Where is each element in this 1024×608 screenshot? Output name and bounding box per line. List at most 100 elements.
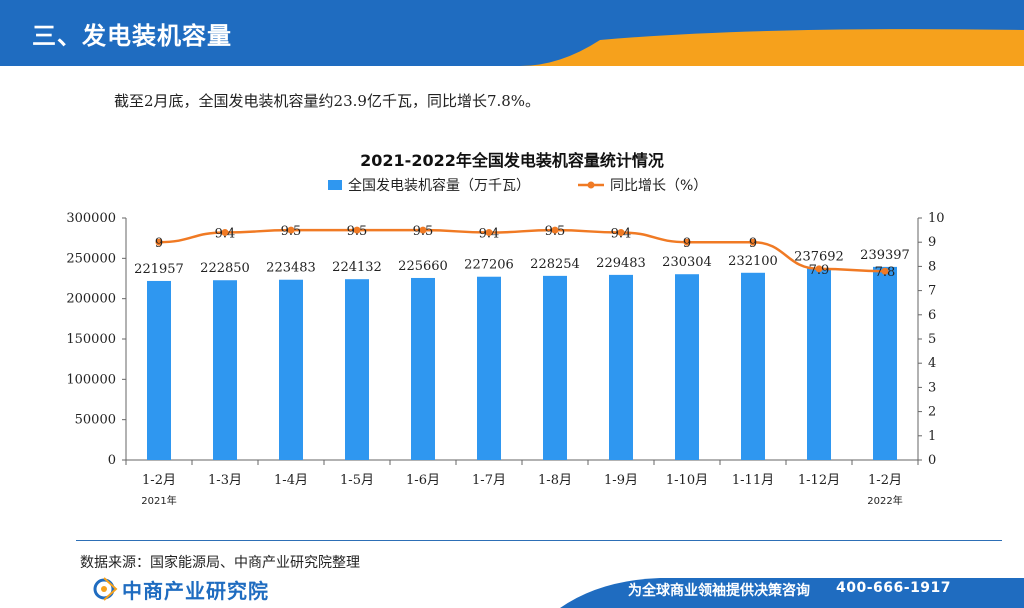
bar — [675, 274, 699, 460]
footer-banner — [0, 574, 1024, 608]
line-point — [881, 267, 889, 275]
x-axis-tick-label: 1-4月 — [274, 473, 308, 488]
bar — [543, 275, 567, 460]
right-axis-tick-label: 10 — [928, 211, 945, 226]
legend-label: 全国发电装机容量（万千瓦） — [348, 177, 530, 194]
line-point — [155, 238, 163, 246]
bar-value-label: 230304 — [662, 255, 712, 270]
right-axis-tick-label: 4 — [928, 356, 936, 371]
line-value-label: 9.5 — [545, 224, 566, 239]
footer-slogan: 为全球商业领袖提供决策咨询 — [628, 583, 810, 599]
right-axis-tick-label: 8 — [928, 259, 936, 274]
line-value-label: 7.9 — [809, 263, 830, 278]
line-point — [485, 229, 493, 237]
chart-title: 2021-2022年全国发电装机容量统计情况 — [360, 151, 664, 170]
bar-value-label: 237692 — [794, 249, 844, 264]
bar-value-label: 228254 — [530, 257, 580, 272]
line-point — [353, 226, 361, 234]
right-axis-tick-label: 5 — [928, 332, 936, 347]
capacity-chart: 2021-2022年全国发电装机容量统计情况 全国发电装机容量（万千瓦） 同比增长… — [66, 151, 944, 507]
right-axis-tick-label: 6 — [928, 308, 936, 323]
right-axis-tick-label: 2 — [928, 405, 936, 420]
bar-value-label: 229483 — [596, 256, 646, 271]
line-value-label: 9 — [155, 236, 163, 251]
line-value-label: 9.5 — [347, 224, 368, 239]
right-axis-tick-label: 3 — [928, 380, 936, 395]
line-point — [683, 238, 691, 246]
left-axis-tick-label: 200000 — [66, 292, 116, 307]
x-axis-tick-label: 1-10月 — [666, 473, 708, 488]
line-point — [551, 226, 559, 234]
line-value-label: 9.4 — [611, 227, 632, 242]
bar — [345, 279, 369, 460]
left-axis-tick-label: 300000 — [66, 211, 116, 226]
left-axis-tick-label: 100000 — [66, 372, 116, 387]
year-label: 2021年 — [141, 494, 176, 507]
line-series: 9 9.4 9.5 9.5 9.5 9.4 9.5 9.4 9 9 7.9 7.8 — [155, 224, 895, 280]
line-value-label: 9.5 — [281, 224, 302, 239]
growth-line — [158, 228, 886, 273]
line-value-label: 9.5 — [413, 224, 434, 239]
bar-value-label: 223483 — [266, 261, 316, 276]
line-point — [617, 229, 625, 237]
legend-swatch-bar — [328, 180, 342, 190]
x-axis-tick-label: 1-7月 — [472, 473, 506, 488]
footer-phone: 400-666-1917 — [836, 580, 952, 596]
company-logo: 中商产业研究院 — [92, 576, 269, 603]
page-title: 三、发电装机容量 — [32, 22, 232, 50]
x-axis-tick-label: 1-2月 — [868, 473, 902, 488]
line-value-label: 9 — [749, 236, 757, 251]
right-axis-tick-label: 0 — [928, 453, 936, 468]
right-axis-tick-label: 7 — [928, 284, 936, 299]
line-point — [419, 226, 427, 234]
right-axis-tick-label: 1 — [928, 429, 936, 444]
chart-legend: 全国发电装机容量（万千瓦） 同比增长（%） — [328, 177, 707, 194]
bar-value-label: 232100 — [728, 254, 778, 269]
x-axis-tick-label: 1-9月 — [604, 473, 638, 488]
intro-text: 截至2月底，全国发电装机容量约23.9亿千瓦，同比增长7.8%。 — [114, 92, 541, 110]
line-value-label: 9.4 — [479, 227, 500, 242]
bar-value-label: 225660 — [398, 259, 448, 274]
left-axis-tick-label: 150000 — [66, 332, 116, 347]
chart-axes: 0500001000001500002000002500003000000123… — [66, 211, 944, 507]
line-value-label: 9.4 — [215, 227, 236, 242]
left-axis-tick-label: 0 — [108, 453, 116, 468]
data-source: 数据来源：国家能源局、中商产业研究院整理 — [80, 555, 360, 571]
bar — [147, 280, 171, 460]
x-axis-tick-label: 1-3月 — [208, 473, 242, 488]
left-axis-tick-label: 50000 — [75, 413, 116, 428]
bar-series: 221957 222850 223483 224132 225660 227206 2282… — [134, 248, 910, 460]
x-axis-tick-label: 1-8月 — [538, 473, 572, 488]
bar — [213, 280, 237, 460]
bar-value-label: 224132 — [332, 260, 382, 275]
x-axis-tick-label: 1-11月 — [732, 473, 774, 488]
legend-label: 同比增长（%） — [610, 178, 707, 194]
bar — [411, 277, 435, 460]
line-value-label: 9 — [683, 236, 691, 251]
x-axis-tick-label: 1-6月 — [406, 473, 440, 488]
line-value-label: 7.8 — [875, 265, 896, 280]
bar — [609, 274, 633, 460]
line-point — [749, 238, 757, 246]
logo-icon — [93, 577, 118, 601]
bar — [279, 279, 303, 460]
bar — [741, 272, 765, 460]
left-axis-tick-label: 250000 — [66, 251, 116, 266]
line-point — [287, 226, 295, 234]
legend-swatch-marker — [587, 181, 595, 189]
x-axis-tick-label: 1-2月 — [142, 473, 176, 488]
logo-text: 中商产业研究院 — [122, 578, 269, 603]
bar-value-label: 222850 — [200, 261, 250, 276]
bar-value-label: 221957 — [134, 262, 184, 277]
x-axis-tick-label: 1-5月 — [340, 473, 374, 488]
bar — [873, 266, 897, 460]
bar-value-label: 239397 — [860, 248, 910, 263]
x-axis-tick-label: 1-12月 — [798, 473, 840, 488]
header-banner — [0, 0, 1024, 66]
line-point — [815, 265, 823, 273]
line-point — [221, 229, 229, 237]
year-label: 2022年 — [867, 494, 902, 507]
bar — [477, 276, 501, 460]
footer-divider — [76, 540, 1002, 541]
right-axis-tick-label: 9 — [928, 235, 936, 250]
